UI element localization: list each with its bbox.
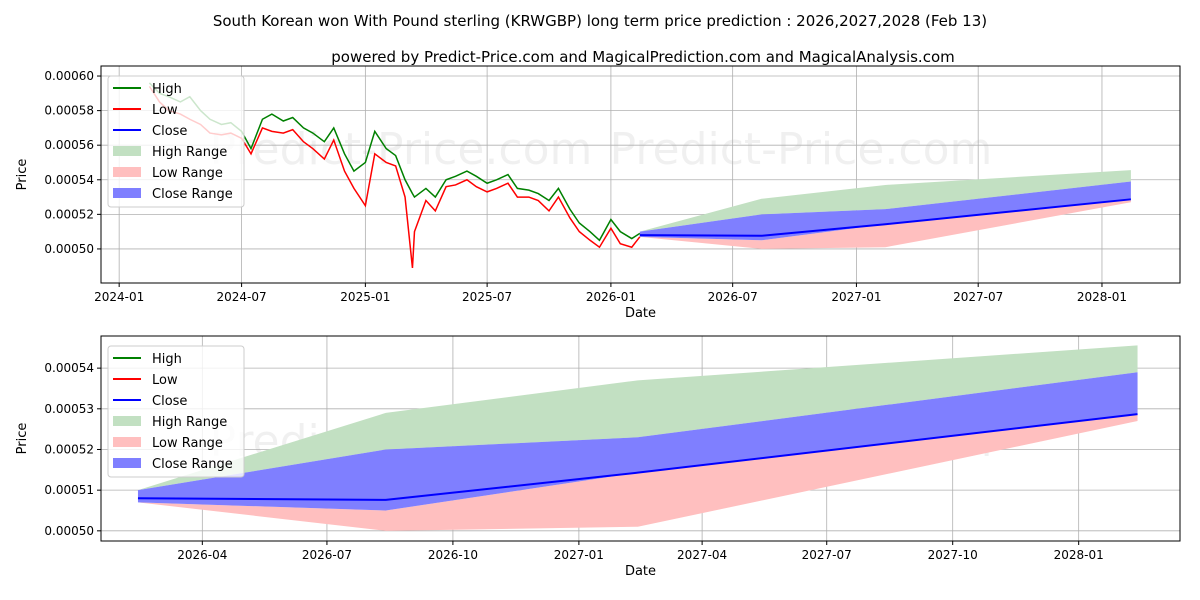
legend-swatch [113, 167, 141, 177]
legend-label: Close Range [152, 187, 233, 202]
high-range-area [137, 345, 1138, 491]
y-tick-label: 0.00058 [44, 104, 94, 118]
top-chart-frame [100, 65, 1181, 284]
close-line [639, 198, 1131, 237]
y-tick-label: 0.00054 [44, 173, 94, 187]
legend: High Low Close High Range Low Range Close Ran… [107, 345, 245, 478]
watermark-text: Predict-Price.com [210, 124, 593, 175]
x-tick-label: 2028-01 [1054, 548, 1104, 562]
close-range-area [639, 181, 1131, 241]
y-tick-label: 0.00051 [44, 483, 94, 497]
bottom-chart-axes: Predict-Price.comPredict-Price.com2026-0… [15, 335, 1181, 579]
y-tick-label: 0.00053 [44, 402, 94, 416]
top-chart-axes: Predict-Price.com Predict-Price.com 2024-0… [15, 65, 1181, 321]
legend-label: High [152, 82, 182, 97]
x-tick-label: 2024-01 [94, 290, 144, 304]
legend-label: Low Range [152, 166, 223, 181]
legend-label: Low [152, 103, 178, 118]
y-tick-label: 0.00052 [44, 442, 94, 456]
legend-swatch [113, 146, 141, 156]
legend-label: High Range [152, 415, 227, 430]
low-range-area [639, 199, 1131, 249]
x-tick-label: 2026-04 [177, 548, 227, 562]
x-tick-label: 2025-07 [462, 290, 512, 304]
y-tick-label: 0.00056 [44, 138, 94, 152]
x-tick-label: 2026-07 [708, 290, 758, 304]
x-tick-label: 2027-10 [928, 548, 978, 562]
legend-label: Close [152, 394, 187, 409]
legend-label: Close Range [152, 457, 233, 472]
y-tick-label: 0.00060 [44, 69, 94, 83]
legend-box [107, 345, 245, 478]
close-line [137, 413, 1138, 501]
watermark-text: Predict-Price.com [610, 124, 993, 175]
legend-swatch [113, 188, 141, 198]
legend-swatch [113, 437, 141, 447]
top-chart-plot [148, 82, 1131, 269]
close-range-area [137, 372, 1138, 511]
bottom-chart-plot [137, 345, 1138, 531]
legend-box [107, 75, 245, 208]
x-axis-label: Date [625, 306, 656, 321]
y-tick-label: 0.00050 [44, 524, 94, 538]
legend: High Low Close High Range Low Range Close Ran… [107, 75, 245, 208]
y-tick-label: 0.00050 [44, 242, 94, 256]
y-axis-label: Price [15, 423, 30, 455]
y-tick-label: 0.00054 [44, 361, 94, 375]
chart-title: South Korean won With Pound sterling (KR… [213, 12, 987, 30]
x-axis-label: Date [625, 564, 656, 579]
x-tick-label: 2028-01 [1077, 290, 1127, 304]
legend-swatch [113, 458, 141, 468]
legend-label: Close [152, 124, 187, 139]
legend-label: Low [152, 373, 178, 388]
legend-label: Low Range [152, 436, 223, 451]
x-tick-label: 2026-07 [302, 548, 352, 562]
x-tick-label: 2027-07 [953, 290, 1003, 304]
chart-subtitle: powered by Predict-Price.com and Magical… [331, 48, 955, 66]
y-tick-label: 0.00052 [44, 207, 94, 221]
x-tick-label: 2027-01 [554, 548, 604, 562]
high-range-area [639, 170, 1131, 232]
x-tick-label: 2027-01 [831, 290, 881, 304]
legend-label: High [152, 352, 182, 367]
x-tick-label: 2027-04 [677, 548, 727, 562]
x-tick-label: 2025-01 [340, 290, 390, 304]
legend-label: High Range [152, 145, 227, 160]
legend-swatch [113, 416, 141, 426]
x-tick-label: 2024-07 [217, 290, 267, 304]
x-tick-label: 2026-10 [428, 548, 478, 562]
x-tick-label: 2027-07 [802, 548, 852, 562]
x-tick-label: 2026-01 [586, 290, 636, 304]
low-range-area [137, 414, 1138, 531]
y-axis-label: Price [15, 159, 30, 191]
bottom-chart-frame [100, 335, 1181, 542]
